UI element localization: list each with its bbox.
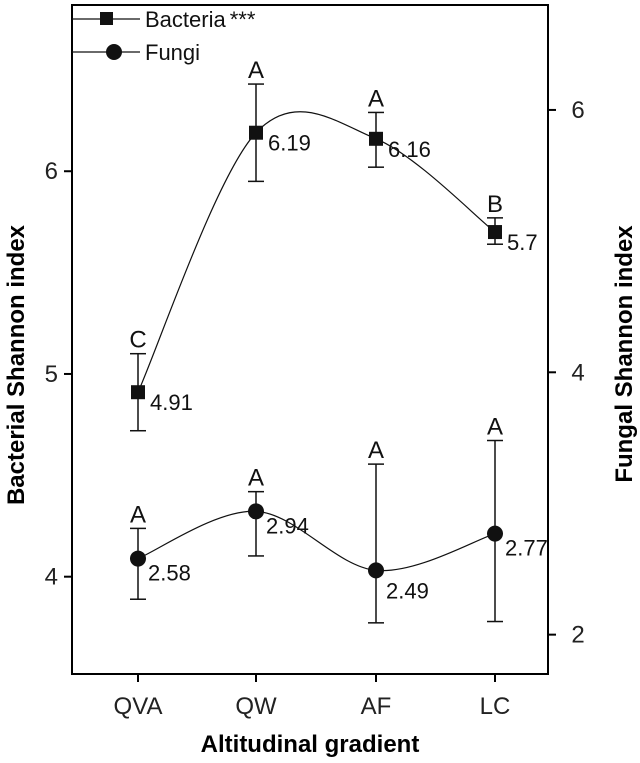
bacteria-significance-letter: A: [248, 57, 264, 84]
fungi-value-label: 2.58: [148, 561, 191, 586]
legend-bacteria-label: Bacteria ***: [145, 7, 256, 32]
fungi-point: [130, 550, 146, 567]
bacteria-significance-letter: B: [487, 191, 503, 218]
bacteria-value-label: 5.7: [507, 230, 538, 255]
bacteria-value-label: 6.16: [388, 137, 431, 162]
left-y-tick-label: 5: [45, 361, 58, 388]
right-y-tick-label: 4: [571, 359, 584, 386]
fungi-series-line: [137, 510, 496, 572]
fungi-point: [487, 525, 503, 542]
x-axis-title: Altitudinal gradient: [201, 731, 420, 758]
bacteria-significance-letter: A: [368, 85, 384, 112]
bacteria-significance-letter: C: [129, 327, 146, 354]
fungi-point: [248, 503, 264, 520]
bacteria-value-label: 4.91: [150, 390, 193, 415]
x-tick-label: QVA: [114, 693, 163, 720]
left-y-axis-title: Bacterial Shannon index: [3, 224, 30, 505]
legend-fungi-circle-marker: [106, 44, 122, 60]
fungi-value-label: 2.94: [266, 513, 309, 538]
fungi-significance-letter: A: [248, 465, 264, 492]
right-y-axis-title: Fungal Shannon index: [611, 225, 638, 483]
bacteria-point: [131, 385, 145, 400]
bacteria-point: [369, 131, 383, 146]
legend-bacteria-name: Bacteria: [145, 7, 226, 32]
fungi-significance-letter: A: [368, 437, 384, 464]
fungi-point: [368, 562, 384, 579]
bacteria-point: [488, 225, 502, 240]
legend: Bacteria *** Fungi: [72, 7, 256, 65]
legend-bacteria-square-marker: [100, 12, 113, 25]
fungi-value-label: 2.49: [386, 578, 429, 603]
fungi-significance-letter: A: [130, 501, 146, 528]
left-y-tick-label: 6: [45, 158, 58, 185]
x-tick-label: LC: [480, 693, 511, 720]
right-y-tick-label: 2: [571, 622, 584, 649]
legend-bacteria-significance: ***: [230, 7, 256, 32]
x-tick-label: AF: [361, 693, 392, 720]
axis-ticks: 4 5 6 2 4 6 QVA QW AF LC: [45, 97, 585, 720]
bacteria-series-line: [137, 111, 496, 393]
fungi-significance-letter: A: [487, 414, 503, 441]
right-y-tick-label: 6: [571, 97, 584, 124]
x-tick-label: QW: [235, 693, 277, 720]
bacteria-value-label: 6.19: [268, 131, 311, 156]
bacteria-point: [249, 125, 263, 140]
legend-fungi-label: Fungi: [145, 40, 200, 65]
plot-frame: [71, 4, 549, 675]
fungi-value-label: 2.77: [505, 536, 548, 561]
left-y-tick-label: 4: [45, 564, 58, 591]
